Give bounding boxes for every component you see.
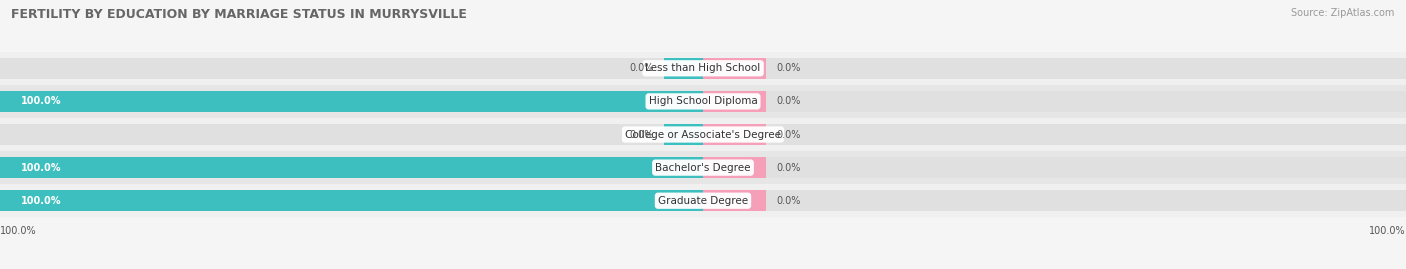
Bar	[0, 157, 703, 178]
Bar	[0, 124, 1406, 145]
Text: 0.0%: 0.0%	[778, 162, 801, 173]
Bar	[0, 190, 1406, 211]
Bar	[0, 184, 1406, 217]
Text: FERTILITY BY EDUCATION BY MARRIAGE STATUS IN MURRYSVILLE: FERTILITY BY EDUCATION BY MARRIAGE STATU…	[11, 8, 467, 21]
Text: 0.0%: 0.0%	[630, 63, 654, 73]
Bar	[0, 85, 1406, 118]
Text: 0.0%: 0.0%	[778, 129, 801, 140]
Bar	[703, 190, 766, 211]
Bar	[665, 58, 703, 79]
Bar	[0, 151, 1406, 184]
Bar	[0, 91, 1406, 112]
Text: 100.0%: 100.0%	[21, 96, 62, 107]
Text: 100.0%: 100.0%	[21, 196, 62, 206]
Bar	[703, 91, 766, 112]
Text: High School Diploma: High School Diploma	[648, 96, 758, 107]
Bar	[0, 91, 703, 112]
Bar	[703, 124, 766, 145]
Bar	[703, 58, 766, 79]
Text: 100.0%: 100.0%	[21, 162, 62, 173]
Text: 0.0%: 0.0%	[778, 96, 801, 107]
Text: 0.0%: 0.0%	[778, 63, 801, 73]
Text: Less than High School: Less than High School	[645, 63, 761, 73]
Bar	[0, 157, 1406, 178]
Bar	[0, 58, 1406, 79]
Text: 0.0%: 0.0%	[778, 196, 801, 206]
Text: 100.0%: 100.0%	[1369, 225, 1406, 236]
Text: 100.0%: 100.0%	[0, 225, 37, 236]
Text: Bachelor's Degree: Bachelor's Degree	[655, 162, 751, 173]
Text: College or Associate's Degree: College or Associate's Degree	[626, 129, 780, 140]
Text: 0.0%: 0.0%	[630, 129, 654, 140]
Bar	[665, 124, 703, 145]
Text: Source: ZipAtlas.com: Source: ZipAtlas.com	[1291, 8, 1395, 18]
Bar	[0, 52, 1406, 85]
Text: Graduate Degree: Graduate Degree	[658, 196, 748, 206]
Bar	[703, 157, 766, 178]
Bar	[0, 118, 1406, 151]
Bar	[0, 190, 703, 211]
